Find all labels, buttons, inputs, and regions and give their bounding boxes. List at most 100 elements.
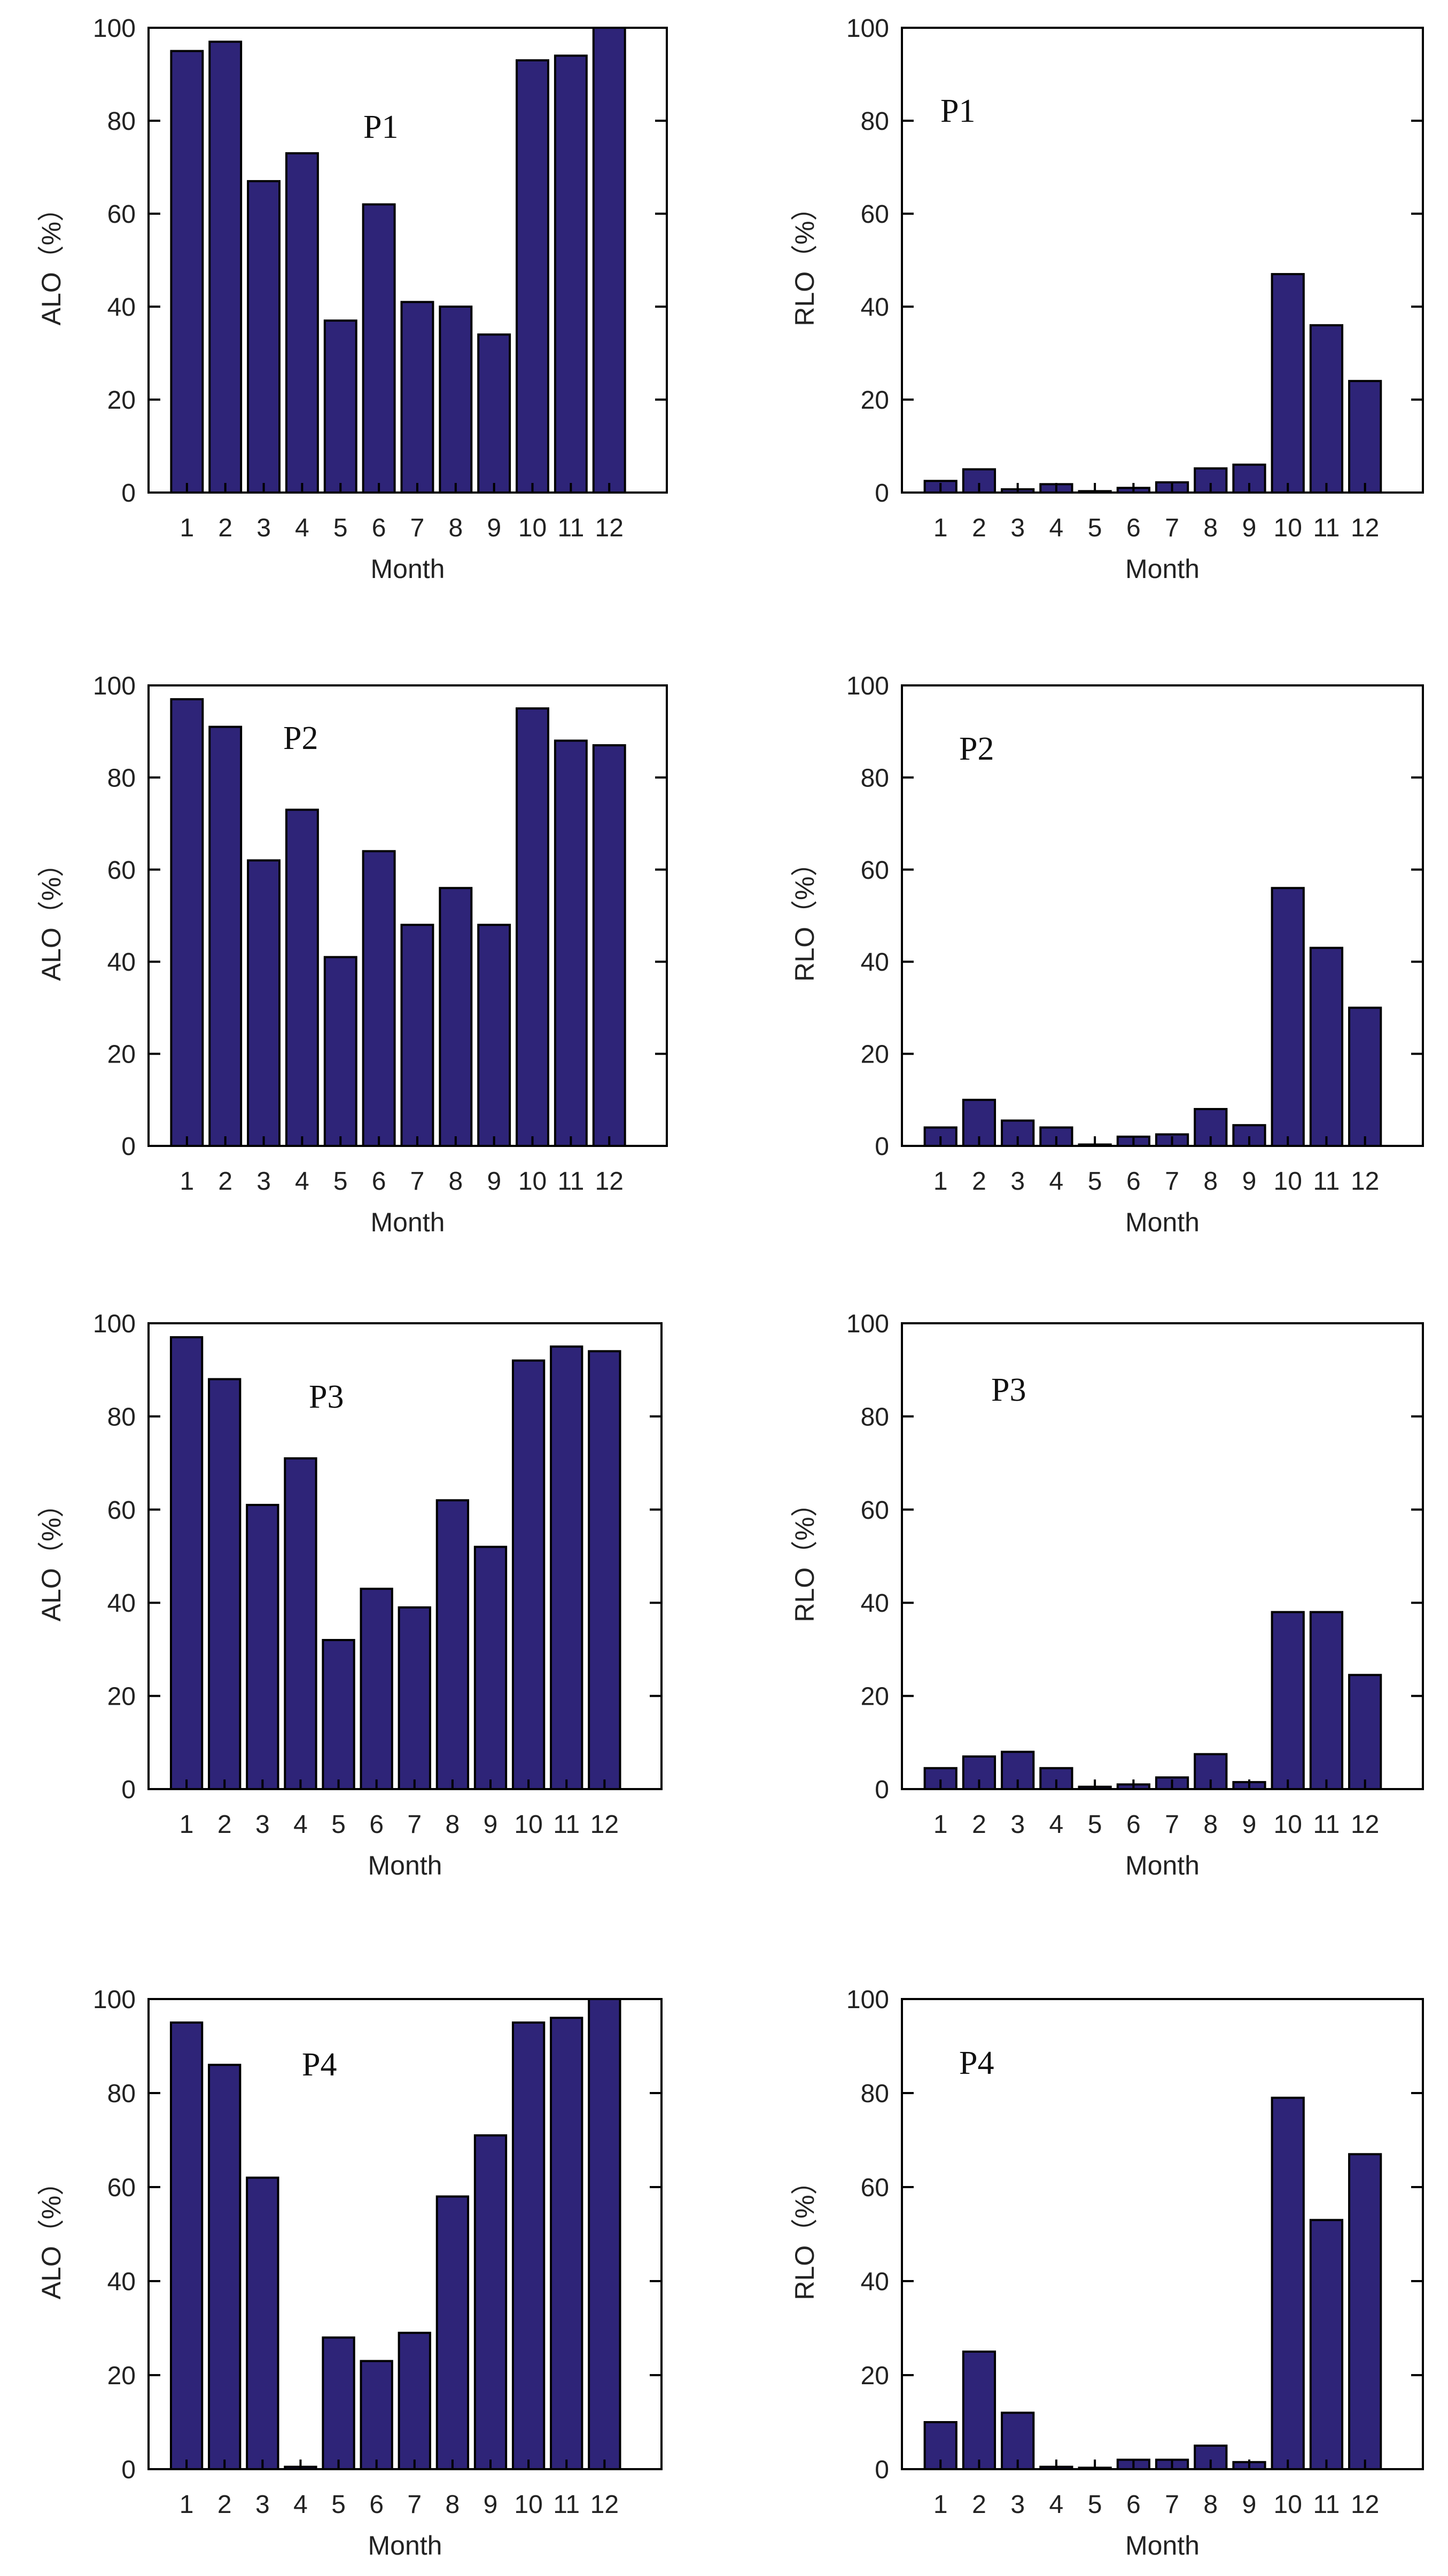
x-tick-label: 7 [407, 1810, 422, 1839]
bar-month-8 [435, 2195, 470, 2471]
x-tick-label: 9 [1242, 1167, 1257, 1196]
bar-month-7 [398, 1606, 431, 1790]
x-tick-label: 4 [1049, 1810, 1064, 1839]
x-tick-label: 12 [1351, 1810, 1379, 1839]
x-axis-label: Month [368, 1851, 442, 1880]
bar-month-8 [435, 1499, 470, 1791]
bar-month-7 [400, 924, 434, 1147]
bar-month-11 [550, 1345, 583, 1791]
x-tick-label: 2 [218, 514, 232, 542]
x-axis-label: Month [368, 2531, 442, 2561]
y-tick-label: 80 [861, 764, 889, 792]
bar-month-9 [473, 2134, 508, 2470]
x-tick-label: 8 [1203, 1167, 1218, 1196]
x-tick-label: 9 [487, 514, 501, 542]
bar-month-4 [285, 152, 319, 494]
x-tick-label: 12 [590, 2491, 619, 2519]
x-tick-label: 2 [217, 2491, 232, 2519]
x-tick-label: 10 [1274, 1167, 1302, 1196]
bar-month-9 [477, 333, 511, 494]
bar-month-5 [323, 319, 357, 494]
y-tick-label: 20 [861, 1683, 889, 1711]
y-axis-label: ALO（%） [36, 850, 66, 981]
y-tick-label: 60 [861, 856, 889, 885]
bar-month-8 [439, 306, 473, 494]
y-tick-label: 80 [107, 107, 136, 136]
x-tick-label: 6 [372, 514, 386, 542]
y-tick-label: 40 [861, 2268, 889, 2296]
x-tick-label: 4 [1049, 514, 1064, 542]
y-tick-label: 100 [93, 1310, 136, 1338]
panel-label: P1 [363, 109, 398, 145]
x-tick-label: 2 [217, 1810, 232, 1839]
x-tick-label: 11 [553, 2491, 580, 2519]
y-tick-label: 0 [121, 1776, 136, 1804]
bar-month-3 [247, 180, 281, 494]
bar-month-12 [1348, 1006, 1382, 1148]
y-tick-label: 100 [846, 1310, 889, 1338]
plot-frame [901, 1322, 1424, 1790]
bar-month-11 [1309, 2219, 1344, 2471]
x-tick-label: 3 [1010, 514, 1025, 542]
x-tick-label: 4 [295, 1167, 309, 1196]
y-tick-label: 80 [861, 1403, 889, 1431]
x-tick-label: 5 [331, 1810, 346, 1839]
x-tick-label: 11 [553, 1810, 580, 1839]
x-tick-label: 12 [595, 514, 624, 542]
x-tick-label: 11 [1313, 2491, 1340, 2519]
y-tick-label: 20 [107, 1041, 136, 1069]
x-tick-label: 9 [487, 1167, 501, 1196]
x-tick-label: 6 [1126, 2491, 1141, 2519]
x-tick-label: 5 [1088, 1167, 1102, 1196]
x-tick-label: 1 [180, 2491, 194, 2519]
x-tick-label: 2 [972, 1810, 986, 1839]
bar-month-11 [554, 54, 588, 494]
x-tick-label: 10 [514, 2491, 542, 2519]
x-tick-label: 10 [518, 514, 547, 542]
y-tick-label: 100 [93, 1986, 136, 2014]
x-axis-label: Month [371, 1207, 445, 1237]
panel-label: P3 [991, 1372, 1026, 1408]
y-tick-label: 40 [107, 948, 136, 977]
x-tick-label: 8 [446, 2491, 460, 2519]
panel-label: P2 [959, 731, 994, 767]
x-tick-label: 1 [180, 514, 194, 542]
bar-month-1 [170, 50, 204, 494]
x-axis-label: Month [1125, 554, 1200, 584]
bar-month-10 [516, 59, 549, 494]
panel-label: P4 [959, 2045, 994, 2081]
y-tick-label: 100 [846, 1986, 889, 2014]
x-tick-label: 10 [518, 1167, 547, 1196]
x-tick-label: 1 [933, 514, 948, 542]
x-tick-label: 4 [1049, 2491, 1064, 2519]
y-tick-label: 0 [121, 479, 136, 508]
x-tick-label: 9 [1242, 1810, 1257, 1839]
bar-month-2 [962, 2351, 997, 2470]
x-tick-label: 9 [484, 1810, 498, 1839]
bar-month-7 [400, 301, 434, 494]
y-tick-label: 80 [107, 764, 136, 792]
y-tick-label: 60 [861, 2174, 889, 2202]
bar-month-7 [398, 2331, 431, 2470]
bar-month-6 [360, 1588, 393, 1791]
y-axis-label: RLO（%） [790, 2168, 820, 2300]
y-tick-label: 60 [861, 200, 889, 229]
y-tick-label: 0 [875, 1133, 889, 1161]
bar-month-12 [592, 27, 626, 494]
bar-month-2 [962, 1098, 997, 1148]
x-tick-label: 4 [1049, 1167, 1064, 1196]
bar-month-8 [439, 887, 473, 1148]
x-axis-label: Month [1125, 1207, 1200, 1237]
y-tick-label: 20 [107, 2362, 136, 2390]
bar-month-2 [208, 725, 243, 1147]
x-tick-label: 5 [331, 2491, 346, 2519]
y-tick-label: 80 [107, 2080, 136, 2108]
y-tick-label: 60 [107, 200, 136, 229]
bar-month-4 [284, 1457, 317, 1790]
